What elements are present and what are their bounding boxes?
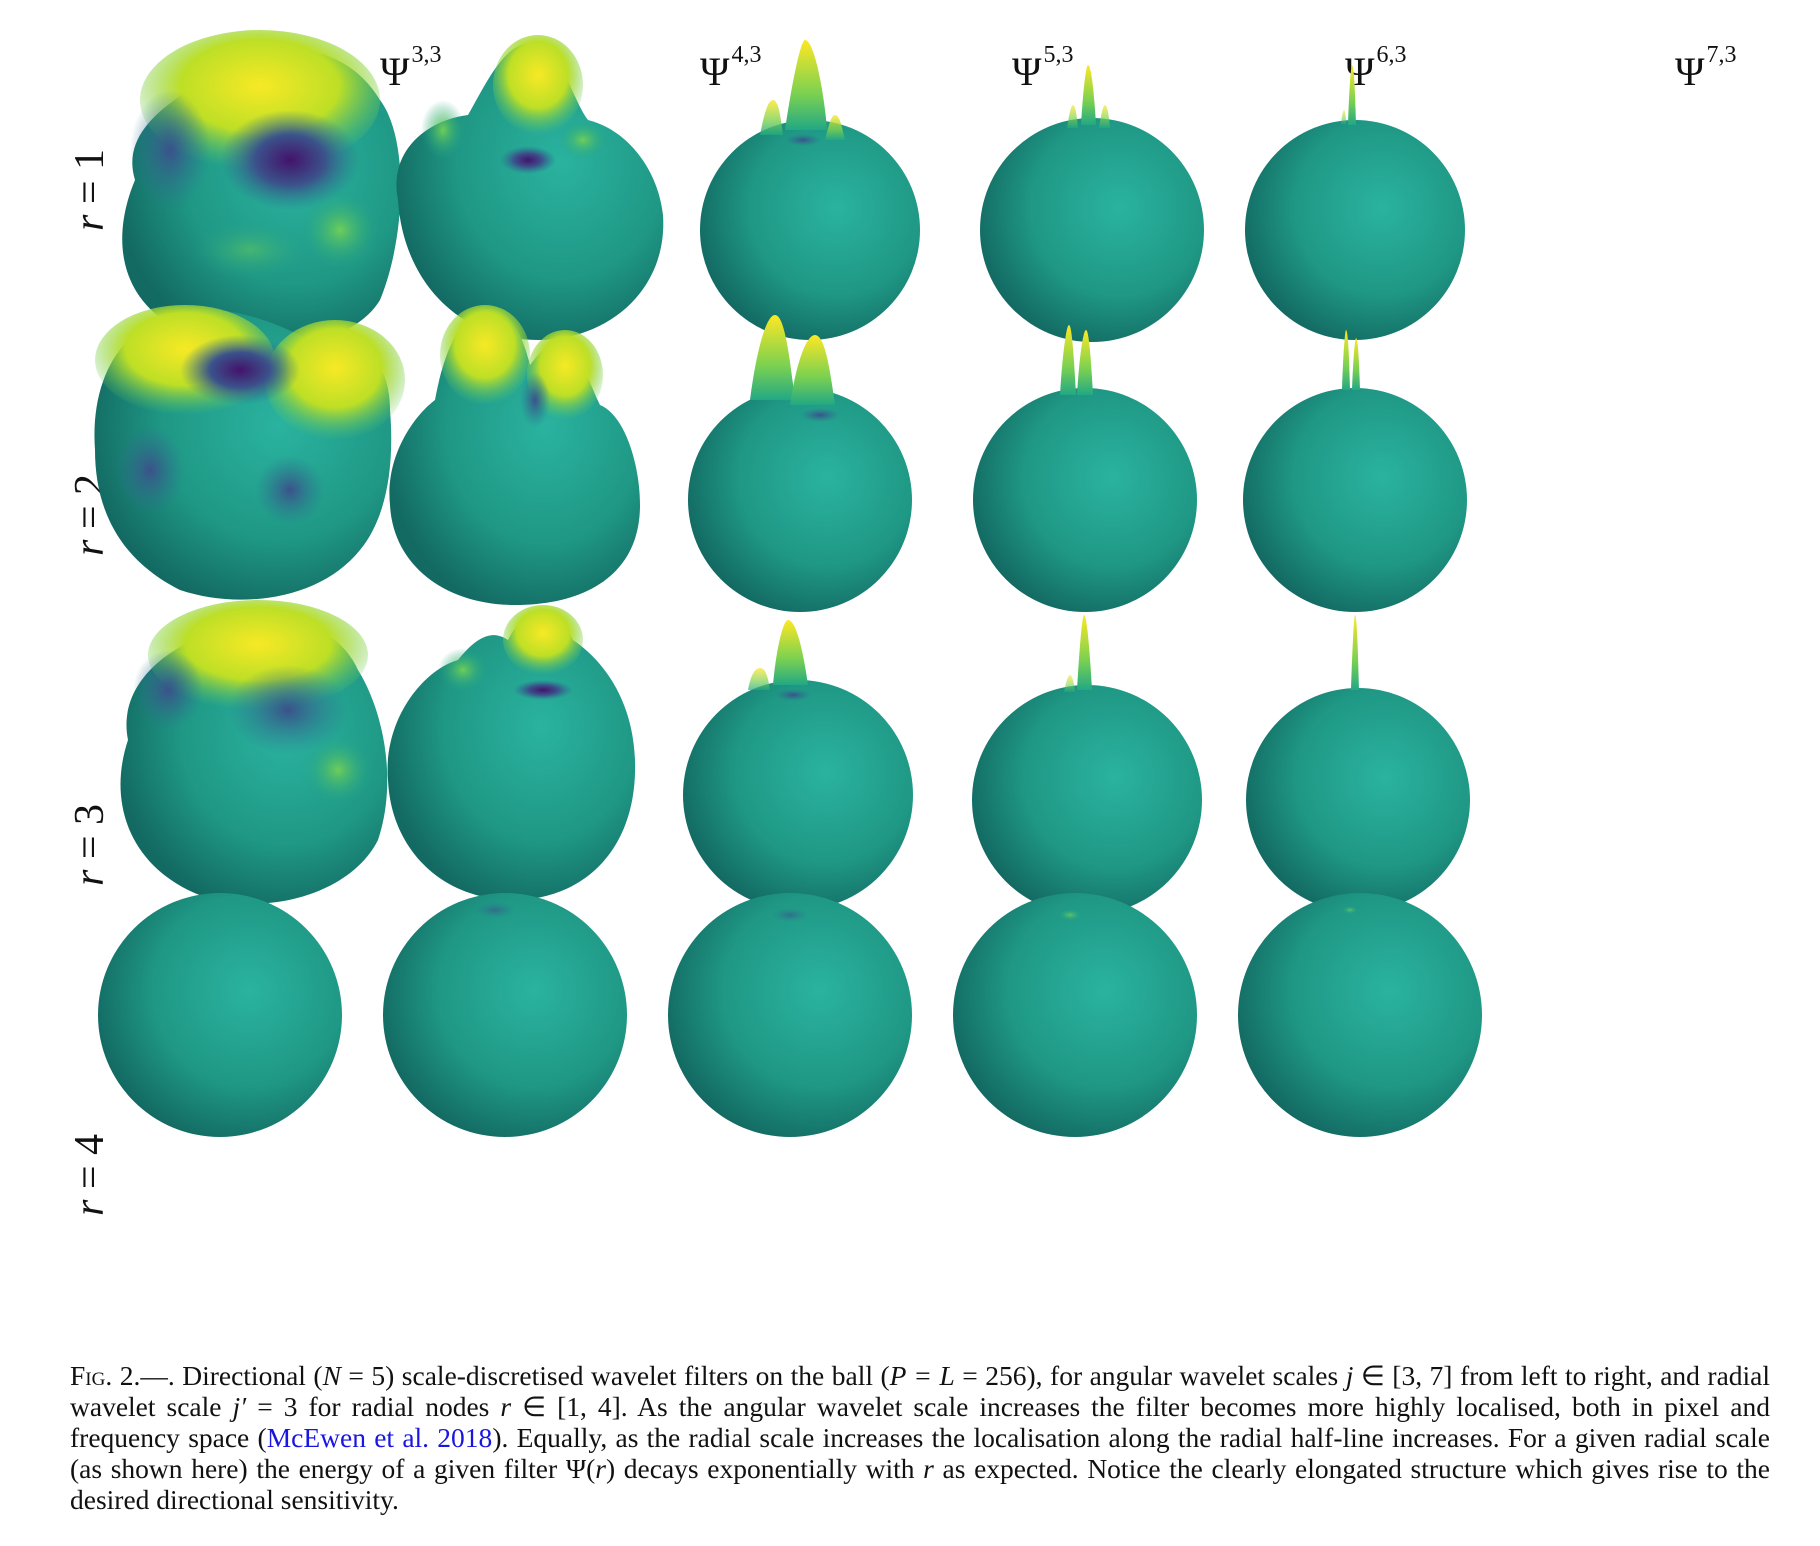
caption-text: = 256), for angular wavelet scales xyxy=(954,1360,1346,1391)
caption-dash: —. xyxy=(140,1360,183,1391)
header-base: Ψ xyxy=(380,49,410,94)
caption-text: ) decays exponentially with xyxy=(605,1453,924,1484)
header-base: Ψ xyxy=(700,49,730,94)
filter-surface-r4-j4 xyxy=(375,880,705,1210)
filter-surface-r3-j7 xyxy=(1238,600,1568,930)
header-sup: 5,3 xyxy=(1043,42,1074,68)
caption-text: = 3 for radial nodes xyxy=(246,1391,501,1422)
caption-math: N xyxy=(322,1360,341,1391)
column-header-psi-4-3: Ψ4,3 xyxy=(700,42,762,95)
header-sup: 6,3 xyxy=(1376,42,1407,68)
column-header-psi-5-3: Ψ5,3 xyxy=(1012,42,1074,95)
caption-text: ∈ [3, 7] from left to right, and radial … xyxy=(70,1360,1771,1422)
caption-math: j′ xyxy=(232,1391,247,1422)
filter-surface-r1-j3 xyxy=(100,30,430,370)
filter-surface-r2-j4 xyxy=(385,305,715,635)
filter-surface-r4-j5 xyxy=(660,880,990,1210)
caption-math: r xyxy=(500,1391,512,1422)
filter-surface-r3-j6 xyxy=(952,600,1282,930)
caption-text: as expected. Notice the clearly elongate… xyxy=(70,1453,1770,1515)
caption-text: = 5) scale-discretised wavelet filters o… xyxy=(340,1360,890,1391)
column-header-psi-7-3: Ψ7,3 xyxy=(1675,42,1737,95)
header-base: Ψ xyxy=(1012,49,1042,94)
filter-surface-r1-j6 xyxy=(957,40,1287,370)
filter-surface-r1-j7 xyxy=(1240,40,1570,370)
caption-label: Fig. 2. xyxy=(70,1360,141,1391)
filter-surface-r4-j7 xyxy=(1230,880,1560,1210)
caption-text: ). Equally, as the radial scale increase… xyxy=(70,1422,1770,1484)
caption-math: r xyxy=(595,1453,606,1484)
filter-surface-r3-j3 xyxy=(98,600,428,930)
filter-surface-r2-j6 xyxy=(955,310,1285,640)
filter-surface-r3-j5 xyxy=(668,600,998,930)
caption-math: j xyxy=(1345,1360,1354,1391)
filter-surface-r2-j3 xyxy=(90,290,420,620)
header-sup: 3,3 xyxy=(411,42,442,68)
citation-link[interactable]: McEwen et al. 2018 xyxy=(266,1422,493,1453)
figure: Ψ3,3 Ψ4,3 Ψ5,3 Ψ6,3 Ψ7,3 r = 1 r = 2 r =… xyxy=(67,30,1737,1216)
filter-surface-r4-j3 xyxy=(90,880,420,1210)
header-sup: 4,3 xyxy=(731,42,762,68)
filter-surface-r2-j7 xyxy=(1240,310,1570,640)
caption-text: ∈ [1, 4]. As the angular wavelet scale i… xyxy=(70,1391,1770,1453)
filter-surface-r4-j6 xyxy=(945,880,1275,1210)
caption-text: Directional ( xyxy=(182,1360,323,1391)
caption-math: P = L xyxy=(889,1360,955,1391)
caption-math: r xyxy=(923,1453,934,1484)
filter-surface-r3-j4 xyxy=(383,600,713,930)
header-sup: 7,3 xyxy=(1706,42,1737,68)
figure-caption: Fig. 2.—. Directional (N = 5) scale-disc… xyxy=(70,1360,1770,1515)
header-base: Ψ xyxy=(1675,49,1705,94)
filter-surface-r2-j5 xyxy=(670,310,1000,640)
filter-surface-r1-j4 xyxy=(388,35,718,370)
column-header-psi-3-3: Ψ3,3 xyxy=(380,42,442,95)
filter-surface-r1-j5 xyxy=(675,40,1005,370)
